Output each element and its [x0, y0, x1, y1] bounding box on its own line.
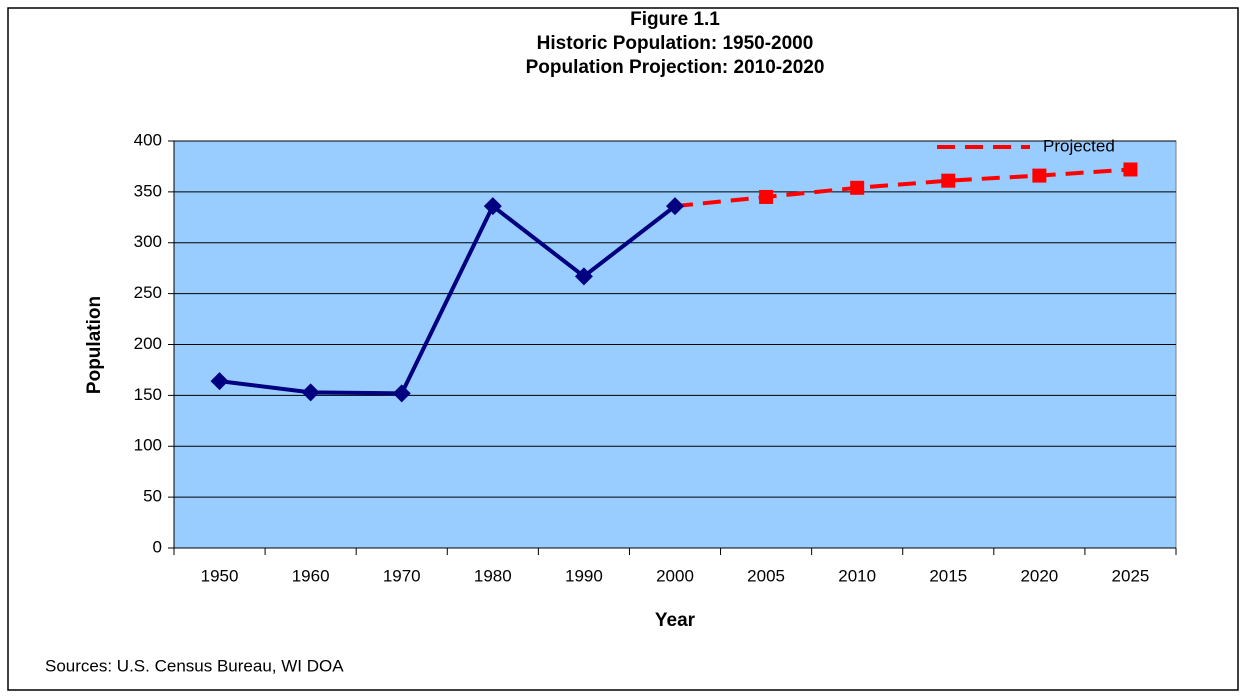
x-axis-title: Year [655, 610, 696, 631]
marker [850, 180, 865, 195]
y-axis-title: Population [84, 296, 105, 394]
y-tick-label: 300 [134, 232, 162, 251]
source-note: Sources: U.S. Census Bureau, WI DOA [45, 656, 344, 675]
y-tick-label: 400 [134, 130, 162, 149]
y-tick-label: 350 [134, 181, 162, 200]
x-tick-label: 2010 [838, 566, 876, 585]
marker [574, 267, 593, 286]
marker [941, 173, 956, 188]
y-tick-label: 0 [153, 537, 162, 556]
marker [483, 197, 502, 216]
x-tick-label: 2025 [1112, 566, 1150, 585]
marker [392, 384, 411, 403]
x-tick-label: 1970 [383, 566, 421, 585]
y-tick-label: 50 [143, 487, 162, 506]
y-tick-label: 150 [134, 385, 162, 404]
x-tick-label: 2020 [1020, 566, 1058, 585]
x-tick-label: 1990 [565, 566, 603, 585]
series-line [219, 203, 677, 396]
series-line [674, 167, 1131, 209]
chart-title: Historic Population: 1950-2000 [537, 33, 814, 54]
y-tick-label: 100 [134, 436, 162, 455]
marker [301, 383, 320, 402]
y-tick-label: 200 [134, 334, 162, 353]
y-tick-label: 250 [134, 283, 162, 302]
x-tick-label: 1960 [292, 566, 330, 585]
x-tick-label: 1980 [474, 566, 512, 585]
marker [1123, 162, 1138, 177]
marker [210, 372, 229, 391]
legend-label: Projected [1043, 136, 1115, 155]
x-tick-label: 2000 [656, 566, 694, 585]
chart-title: Population Projection: 2010-2020 [526, 57, 825, 78]
marker [666, 197, 684, 216]
chart-title: Figure 1.1 [630, 9, 720, 30]
x-tick-label: 1950 [201, 566, 239, 585]
marker [759, 189, 774, 204]
x-tick-label: 2015 [929, 566, 967, 585]
x-tick-label: 2005 [747, 566, 785, 585]
marker [1032, 168, 1047, 183]
